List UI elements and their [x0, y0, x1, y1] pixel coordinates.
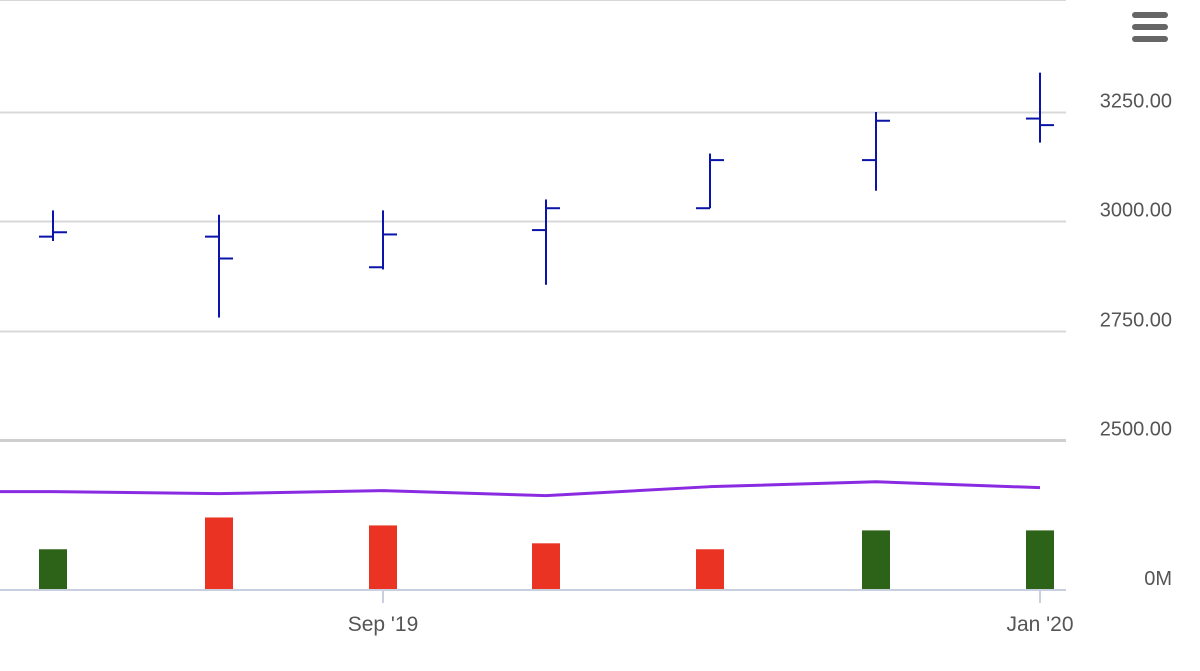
volume-tick-label: 0M — [1144, 568, 1172, 590]
price-tick-label: 3000.00 — [1100, 200, 1172, 222]
x-tick-label: Sep '19 — [348, 613, 419, 636]
price-tick-label: 2500.00 — [1100, 419, 1172, 441]
volume-bar — [532, 543, 560, 589]
volume-average-line — [0, 480, 1041, 498]
price-tick-label: 3250.00 — [1100, 91, 1172, 113]
x-tick-label: Jan '20 — [1006, 613, 1073, 636]
hamburger-menu-icon[interactable] — [1128, 10, 1172, 44]
volume-bar — [369, 525, 397, 589]
volume-bar — [205, 517, 233, 589]
volume-bar — [39, 549, 67, 589]
volume-bar — [696, 549, 724, 589]
price-tick-label: 2750.00 — [1100, 310, 1172, 332]
volume-bar — [1026, 530, 1054, 589]
volume-bar — [862, 530, 890, 589]
